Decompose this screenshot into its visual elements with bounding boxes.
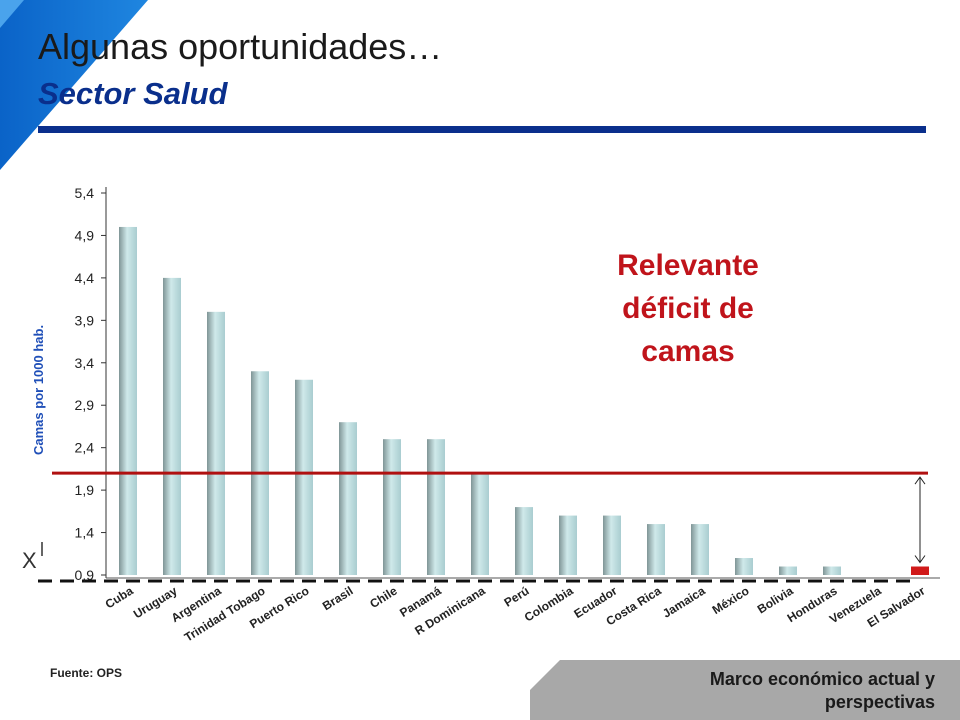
x-tick-label: Chile [367,584,400,612]
axis-break-symbol: X [22,548,37,573]
bar [383,439,401,575]
bar [427,439,445,575]
y-tick-label: 0,9 [75,567,95,583]
x-tick-label: Brasil [320,584,356,614]
bar [515,507,533,575]
bar [163,277,181,575]
x-tick-label: Cuba [103,583,136,611]
bar [735,558,753,575]
gap-arrow-head-top [914,476,926,485]
corner-stripe-highlight [0,0,24,28]
footer-caption: Marco económico actual y perspectivas [555,668,935,714]
x-tick-label: Jamaica [660,583,708,620]
bar [471,473,489,575]
footer-line-1: Marco económico actual y [709,669,935,689]
y-tick-label: 2,9 [75,397,95,413]
annotation-line-3: camas [641,335,735,368]
x-tick-label: Perú [502,584,532,610]
bar [911,566,929,575]
bar [295,379,313,575]
y-tick-label: 2,4 [75,440,95,456]
slide-subtitle: Sector Salud [38,76,228,111]
footer-band [530,660,960,720]
title-rule [38,126,926,133]
y-tick-label: 3,4 [75,355,95,371]
annotation-line-2: déficit de [622,292,754,325]
y-axis-label: Camas por 1000 hab. [31,324,46,455]
slide-title: Algunas oportunidades… [38,26,443,67]
y-tick-label: 4,9 [75,227,95,243]
bar [647,524,665,575]
gap-arrow-head-bottom [914,555,926,564]
x-tick-label: Colombia [522,584,576,625]
bar [779,566,797,575]
deficit-annotation: Relevante déficit de camas [578,244,798,373]
y-tick-label: 5,4 [75,185,95,201]
bar [603,515,621,575]
y-tick-label: 4,4 [75,270,95,286]
corner-stripe [0,0,148,170]
annotation-line-1: Relevante [617,249,759,282]
footer-line-2: perspectivas [824,692,935,712]
bar [339,422,357,575]
y-tick-label: 1,9 [75,482,95,498]
bar [691,524,709,575]
bar [119,226,137,575]
source-note: Fuente: OPS [50,666,123,680]
bar [207,311,225,575]
bar [559,515,577,575]
bar [823,566,841,575]
y-tick-label: 1,4 [75,525,95,541]
x-tick-label: México [710,584,752,617]
y-tick-label: 3,9 [75,312,95,328]
